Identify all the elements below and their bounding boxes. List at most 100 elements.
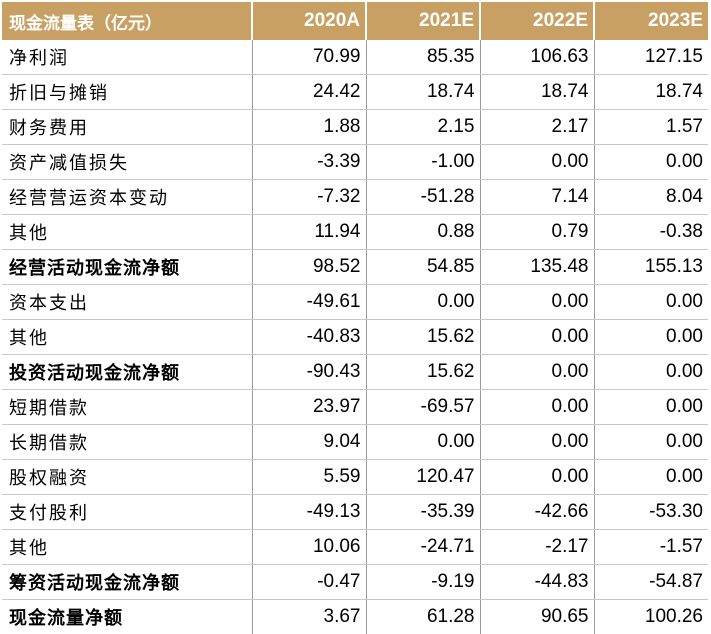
cell-value: 8.04 <box>594 180 708 215</box>
cell-value: -44.83 <box>480 565 594 600</box>
cell-value: -35.39 <box>366 495 480 530</box>
row-label: 财务费用 <box>2 110 252 145</box>
cell-value: 0.00 <box>594 355 708 390</box>
cell-value: 24.42 <box>252 75 366 110</box>
cell-value: -3.39 <box>252 145 366 180</box>
row-label: 投资活动现金流净额 <box>2 355 252 390</box>
row-label: 资本支出 <box>2 285 252 320</box>
cell-value: -9.19 <box>366 565 480 600</box>
cell-value: -24.71 <box>366 530 480 565</box>
cell-value: 0.00 <box>594 145 708 180</box>
cell-value: -1.57 <box>594 530 708 565</box>
cell-value: 3.67 <box>252 600 366 634</box>
cell-value: 15.62 <box>366 320 480 355</box>
header-row: 现金流量表（亿元） 2020A 2021E 2022E 2023E <box>2 2 708 40</box>
header-2021e: 2021E <box>366 2 480 40</box>
cell-value: -0.38 <box>594 215 708 250</box>
cell-value: 15.62 <box>366 355 480 390</box>
cell-value: -42.66 <box>480 495 594 530</box>
cell-value: -49.13 <box>252 495 366 530</box>
cell-value: -7.32 <box>252 180 366 215</box>
cell-value: 18.74 <box>594 75 708 110</box>
cell-value: 2.17 <box>480 110 594 145</box>
cell-value: 1.57 <box>594 110 708 145</box>
cell-value: 1.88 <box>252 110 366 145</box>
row-label: 折旧与摊销 <box>2 75 252 110</box>
cell-value: 18.74 <box>480 75 594 110</box>
cell-value: -1.00 <box>366 145 480 180</box>
row-label: 资产减值损失 <box>2 145 252 180</box>
cell-value: 0.00 <box>480 390 594 425</box>
table-row: 支付股利-49.13-35.39-42.66-53.30 <box>2 495 708 530</box>
cell-value: 155.13 <box>594 250 708 285</box>
cell-value: -54.87 <box>594 565 708 600</box>
cell-value: 11.94 <box>252 215 366 250</box>
cell-value: 0.00 <box>480 145 594 180</box>
cell-value: 18.74 <box>366 75 480 110</box>
cell-value: -49.61 <box>252 285 366 320</box>
cell-value: 120.47 <box>366 460 480 495</box>
cell-value: 135.48 <box>480 250 594 285</box>
cell-value: 54.85 <box>366 250 480 285</box>
cell-value: 0.00 <box>366 425 480 460</box>
row-label: 筹资活动现金流净额 <box>2 565 252 600</box>
row-label: 支付股利 <box>2 495 252 530</box>
header-title: 现金流量表（亿元） <box>2 2 252 40</box>
header-2022e: 2022E <box>480 2 594 40</box>
cell-value: -2.17 <box>480 530 594 565</box>
cell-value: 61.28 <box>366 600 480 634</box>
cell-value: -51.28 <box>366 180 480 215</box>
cell-value: 10.06 <box>252 530 366 565</box>
cell-value: 0.00 <box>480 425 594 460</box>
cell-value: 0.00 <box>594 390 708 425</box>
cell-value: 0.79 <box>480 215 594 250</box>
cell-value: 127.15 <box>594 40 708 75</box>
cell-value: 100.26 <box>594 600 708 634</box>
row-label: 股权融资 <box>2 460 252 495</box>
row-label: 长期借款 <box>2 425 252 460</box>
cell-value: 0.88 <box>366 215 480 250</box>
cell-value: 70.99 <box>252 40 366 75</box>
cell-value: -40.83 <box>252 320 366 355</box>
cell-value: 0.00 <box>480 285 594 320</box>
cell-value: 2.15 <box>366 110 480 145</box>
cell-value: 0.00 <box>594 425 708 460</box>
cell-value: 98.52 <box>252 250 366 285</box>
cell-value: 0.00 <box>480 460 594 495</box>
cell-value: 23.97 <box>252 390 366 425</box>
cell-value: 0.00 <box>594 460 708 495</box>
row-label: 经营活动现金流净额 <box>2 250 252 285</box>
cell-value: -90.43 <box>252 355 366 390</box>
cell-value: 85.35 <box>366 40 480 75</box>
row-label: 其他 <box>2 215 252 250</box>
cell-value: 7.14 <box>480 180 594 215</box>
row-label: 其他 <box>2 530 252 565</box>
row-label: 经营营运资本变动 <box>2 180 252 215</box>
cell-value: 0.00 <box>594 285 708 320</box>
cell-value: -53.30 <box>594 495 708 530</box>
row-label: 其他 <box>2 320 252 355</box>
header-2023e: 2023E <box>594 2 708 40</box>
cell-value: 0.00 <box>594 320 708 355</box>
table-row: 筹资活动现金流净额-0.47-9.19-44.83-54.87 <box>2 565 708 600</box>
header-2020a: 2020A <box>252 2 366 40</box>
cell-value: 90.65 <box>480 600 594 634</box>
cell-value: 5.59 <box>252 460 366 495</box>
row-label: 现金流量净额 <box>2 600 252 634</box>
cell-value: -69.57 <box>366 390 480 425</box>
